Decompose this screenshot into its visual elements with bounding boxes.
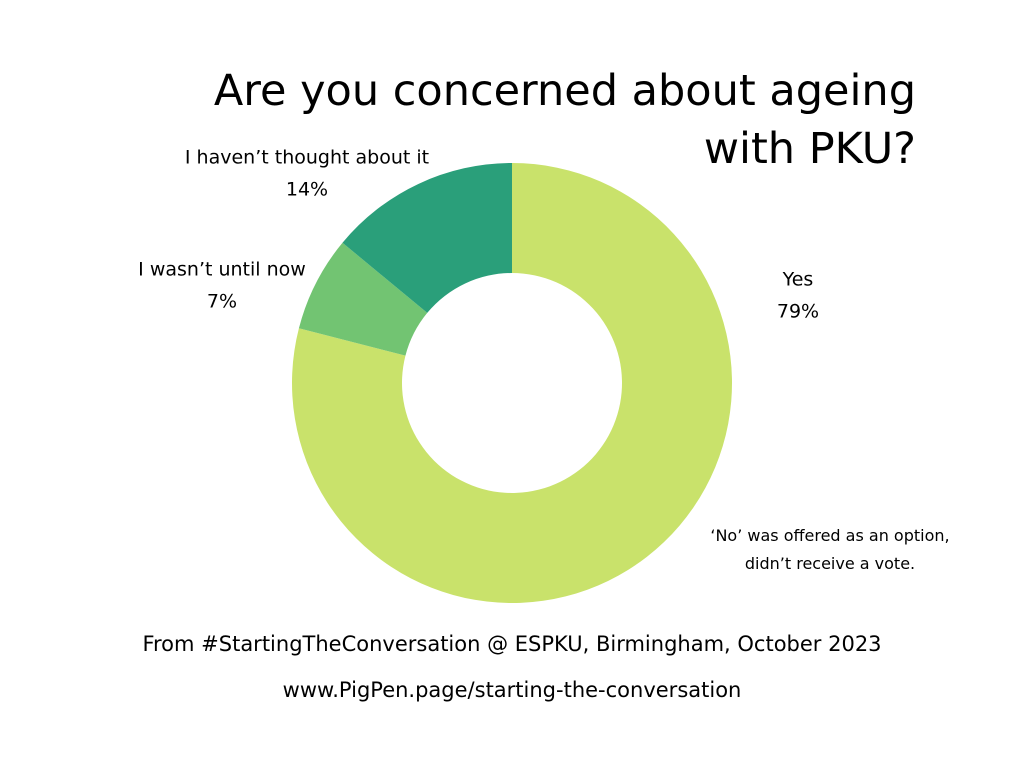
slice-label: I haven’t thought about it xyxy=(185,147,429,169)
donut-slice xyxy=(292,163,732,603)
slice-value-label: 79% xyxy=(777,301,819,323)
annotation: ‘No’ was offered as an option, didn’t re… xyxy=(710,526,950,573)
slice-value-label: 14% xyxy=(286,179,328,201)
slice-label: I wasn’t until now xyxy=(138,259,306,281)
footer-text: From #StartingTheConversation @ ESPKU, B… xyxy=(142,632,882,656)
slice-value-label: 7% xyxy=(207,291,237,313)
slice-label: Yes xyxy=(782,269,814,291)
footer-url: www.PigPen.page/starting-the-conversatio… xyxy=(282,678,742,702)
donut-slice xyxy=(342,163,512,313)
chart-title: Are you concerned about ageing with PKU? xyxy=(213,66,916,174)
donut-slice xyxy=(298,242,428,356)
